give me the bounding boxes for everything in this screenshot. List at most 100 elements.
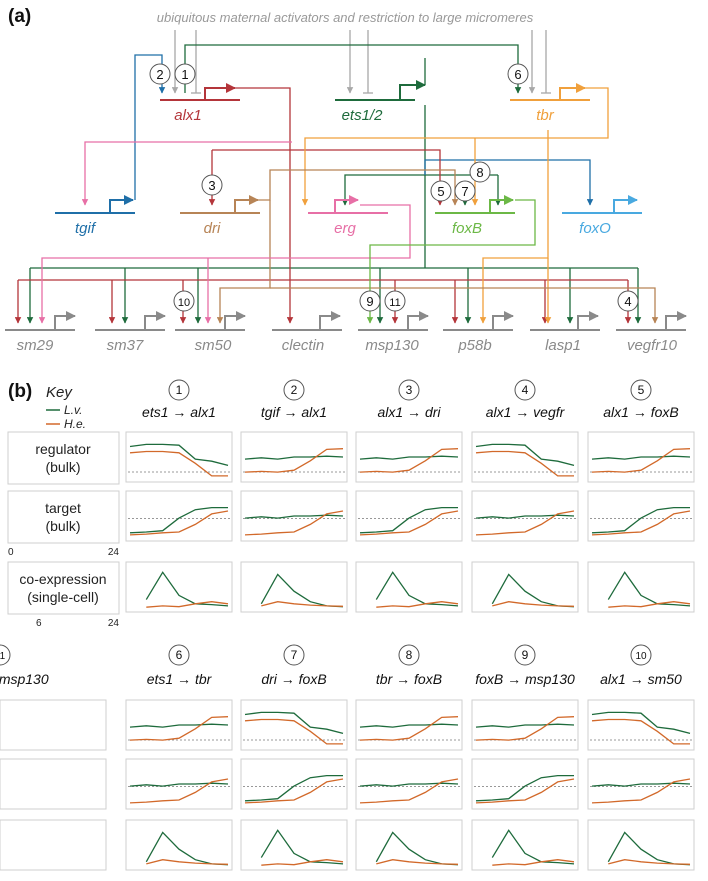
key-title: Key <box>46 384 73 401</box>
interaction-2: 2 tgif → alx1 <box>240 379 348 613</box>
interaction-title: ets1 → tbr <box>147 671 213 687</box>
interaction-title: alx1 → vegfr <box>486 404 566 420</box>
coexpression-plot <box>125 819 233 871</box>
interaction-badge <box>514 379 536 401</box>
svg-text:(single-cell): (single-cell) <box>27 589 99 605</box>
erg-edges <box>38 141 411 324</box>
interaction-title: alx1 → msp130 <box>0 671 49 687</box>
interaction-badge <box>168 644 190 666</box>
svg-text:co-expression: co-expression <box>19 571 106 587</box>
key-lv-label: L.v. <box>64 403 82 417</box>
interaction-title: alx1 → dri <box>377 404 441 420</box>
interaction-number: 8 <box>406 648 413 662</box>
gene-label-alx1: alx1 <box>174 107 202 124</box>
coexpression-plot <box>471 561 579 613</box>
interaction-title: tgif → alx1 <box>261 404 327 420</box>
edge-badge-8: 8 <box>469 161 491 183</box>
gene-labels: alx1 ets1/2 tbr tgif dri erg foxB foxO s… <box>17 107 678 354</box>
coexpression-plot <box>587 819 695 871</box>
interaction-1: 1 ets1 → alx1 <box>125 379 233 613</box>
effector-glyphs <box>5 311 687 331</box>
interaction-5: 5 alx1 → foxB <box>587 379 695 613</box>
edge-badge-2: 2 <box>149 63 171 85</box>
interaction-badge <box>630 379 652 401</box>
interaction-badge <box>398 379 420 401</box>
svg-text:regulator: regulator <box>35 441 91 457</box>
panel-b-label: (b) <box>8 381 32 402</box>
svg-text:(bulk): (bulk) <box>45 518 80 534</box>
coexpression-plot <box>125 561 233 613</box>
edge-number-badges: 1 2 3 4 5 6 7 8 9 10 11 <box>149 63 639 312</box>
svg-text:10: 10 <box>178 297 190 309</box>
coexpression-plot <box>587 561 695 613</box>
axis-bulk-max: 24 <box>108 547 120 558</box>
gene-label-vegfr10: vegfr10 <box>627 337 678 354</box>
interaction-number: 6 <box>176 648 183 662</box>
interaction-title: alx1 → foxB <box>603 404 678 420</box>
svg-text:8: 8 <box>476 165 483 180</box>
svg-text:6: 6 <box>514 67 521 82</box>
gene-label-msp130: msp130 <box>365 337 419 354</box>
dri-edges <box>216 169 659 324</box>
regulator-plot <box>240 699 348 751</box>
interaction-number: 4 <box>522 383 529 397</box>
coexpression-plot <box>240 561 348 613</box>
interaction-10: 10 alx1 → sm50 <box>587 644 695 871</box>
svg-text:3: 3 <box>208 178 215 193</box>
edge-badge-1: 1 <box>174 63 196 85</box>
interaction-badge <box>0 644 11 666</box>
gene-label-sm37: sm37 <box>107 337 144 354</box>
interaction-badge <box>630 644 652 666</box>
interaction-number: 7 <box>291 648 298 662</box>
edge-badge-3: 3 <box>201 174 223 196</box>
target-plot <box>125 490 233 542</box>
gene-label-clectin: clectin <box>282 337 325 354</box>
edge-badge-10: 10 <box>173 290 195 312</box>
svg-text:2: 2 <box>156 67 163 82</box>
target-plot <box>587 490 695 542</box>
target-plot <box>355 490 463 542</box>
coexpression-plot <box>0 819 107 871</box>
edge-badge-11: 11 <box>384 290 406 312</box>
panel-a-label: (a) <box>8 6 31 27</box>
svg-text:9: 9 <box>366 294 373 309</box>
interaction-8: 8 tbr → foxB <box>355 644 463 871</box>
target-plot <box>0 758 107 810</box>
coexpression-plot <box>240 819 348 871</box>
interaction-number: 10 <box>635 651 647 662</box>
regulator-plot <box>587 699 695 751</box>
interaction-badge <box>398 644 420 666</box>
axis-sc-max: 24 <box>108 618 120 629</box>
gene-label-p58b: p58b <box>457 337 491 354</box>
row-label-regulator: regulator (bulk) <box>7 431 120 485</box>
interaction-title: foxB → msp130 <box>475 671 575 687</box>
interaction-7: 7 dri → foxB <box>240 644 348 871</box>
interaction-number: 1 <box>176 383 183 397</box>
interaction-6: 6 ets1 → tbr <box>125 644 233 871</box>
gene-label-foxO: foxO <box>579 220 611 237</box>
interaction-3: 3 alx1 → dri <box>355 379 463 613</box>
edge-badge-5: 5 <box>430 180 452 202</box>
interaction-number: 5 <box>638 383 645 397</box>
regulator-plot <box>471 431 579 483</box>
svg-text:11: 11 <box>389 297 400 309</box>
interaction-number: 2 <box>291 383 298 397</box>
svg-text:5: 5 <box>437 184 444 199</box>
gene-label-erg: erg <box>334 220 356 237</box>
edge-badge-9: 9 <box>359 290 381 312</box>
edge-badge-7: 7 <box>454 180 476 202</box>
gene-label-foxB: foxB <box>452 220 482 237</box>
gene-glyphs <box>55 80 642 214</box>
interaction-number: 9 <box>522 648 529 662</box>
coexpression-plot <box>471 819 579 871</box>
gene-label-tgif: tgif <box>75 220 97 237</box>
interaction-title: tbr → foxB <box>376 671 442 687</box>
svg-text:(bulk): (bulk) <box>45 459 80 475</box>
ets12-edges <box>26 44 642 324</box>
interaction-number: 3 <box>406 383 413 397</box>
gene-label-dri: dri <box>204 220 221 237</box>
svg-text:target: target <box>45 500 81 516</box>
gene-label-tbr: tbr <box>536 107 555 124</box>
interaction-plots: 1 ets1 → alx1 2 tgif → alx1 3 alx1 → dri 4 alx1… <box>0 379 695 871</box>
